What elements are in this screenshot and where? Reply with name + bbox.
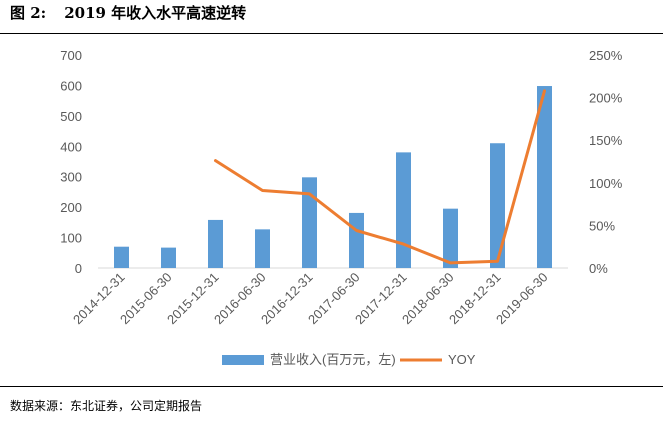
left-tick-label: 600: [60, 78, 82, 93]
right-tick-label: 250%: [589, 48, 623, 63]
figure-title: 图 2: 2019 年收入水平高速逆转: [0, 0, 663, 26]
revenue-bar: [349, 212, 364, 268]
right-tick-label: 0%: [589, 261, 608, 276]
left-tick-label: 500: [60, 109, 82, 124]
yoy-line: [214, 89, 546, 265]
revenue-bar: [161, 247, 176, 268]
legend-line-label: YOY: [448, 352, 476, 367]
right-tick-label: 100%: [589, 176, 623, 191]
revenue-bar: [443, 208, 458, 268]
right-tick-label: 50%: [589, 218, 615, 233]
top-rule: [0, 33, 663, 34]
right-tick-label: 200%: [589, 91, 623, 106]
legend: 营业收入(百万元，左) YOY: [222, 352, 476, 367]
bottom-rule: [0, 386, 663, 387]
revenue-bar: [490, 143, 505, 268]
legend-bar-label: 营业收入(百万元，左): [270, 352, 396, 367]
left-axis: 0 100 200 300 400 500 600 700: [60, 48, 82, 276]
revenue-bar: [302, 177, 317, 268]
figure-label: 图 2:: [10, 4, 47, 22]
figure-title-text: 2019 年收入水平高速逆转: [64, 4, 247, 22]
chart-area: 0 100 200 300 400 500 600 700 0% 50% 100% 150% 200%…: [60, 48, 623, 367]
source-note: 数据来源：东北证券，公司定期报告: [10, 399, 203, 413]
left-tick-label: 400: [60, 139, 82, 154]
left-tick-label: 0: [75, 261, 82, 276]
bar-series: [114, 86, 552, 268]
legend-bar-swatch: [222, 355, 264, 365]
left-tick-label: 300: [60, 170, 82, 185]
left-tick-label: 700: [60, 48, 82, 63]
revenue-bar: [537, 86, 552, 268]
left-tick-label: 200: [60, 200, 82, 215]
revenue-bar: [255, 229, 270, 268]
revenue-bar: [396, 152, 411, 268]
revenue-bar: [208, 219, 223, 268]
right-axis: 0% 50% 100% 150% 200% 250%: [589, 48, 623, 276]
left-tick-label: 100: [60, 231, 82, 246]
x-axis-labels: 2014-12-312015-06-302015-12-312016-06-30…: [70, 270, 551, 328]
revenue-bar: [114, 246, 129, 268]
right-tick-label: 150%: [589, 133, 623, 148]
